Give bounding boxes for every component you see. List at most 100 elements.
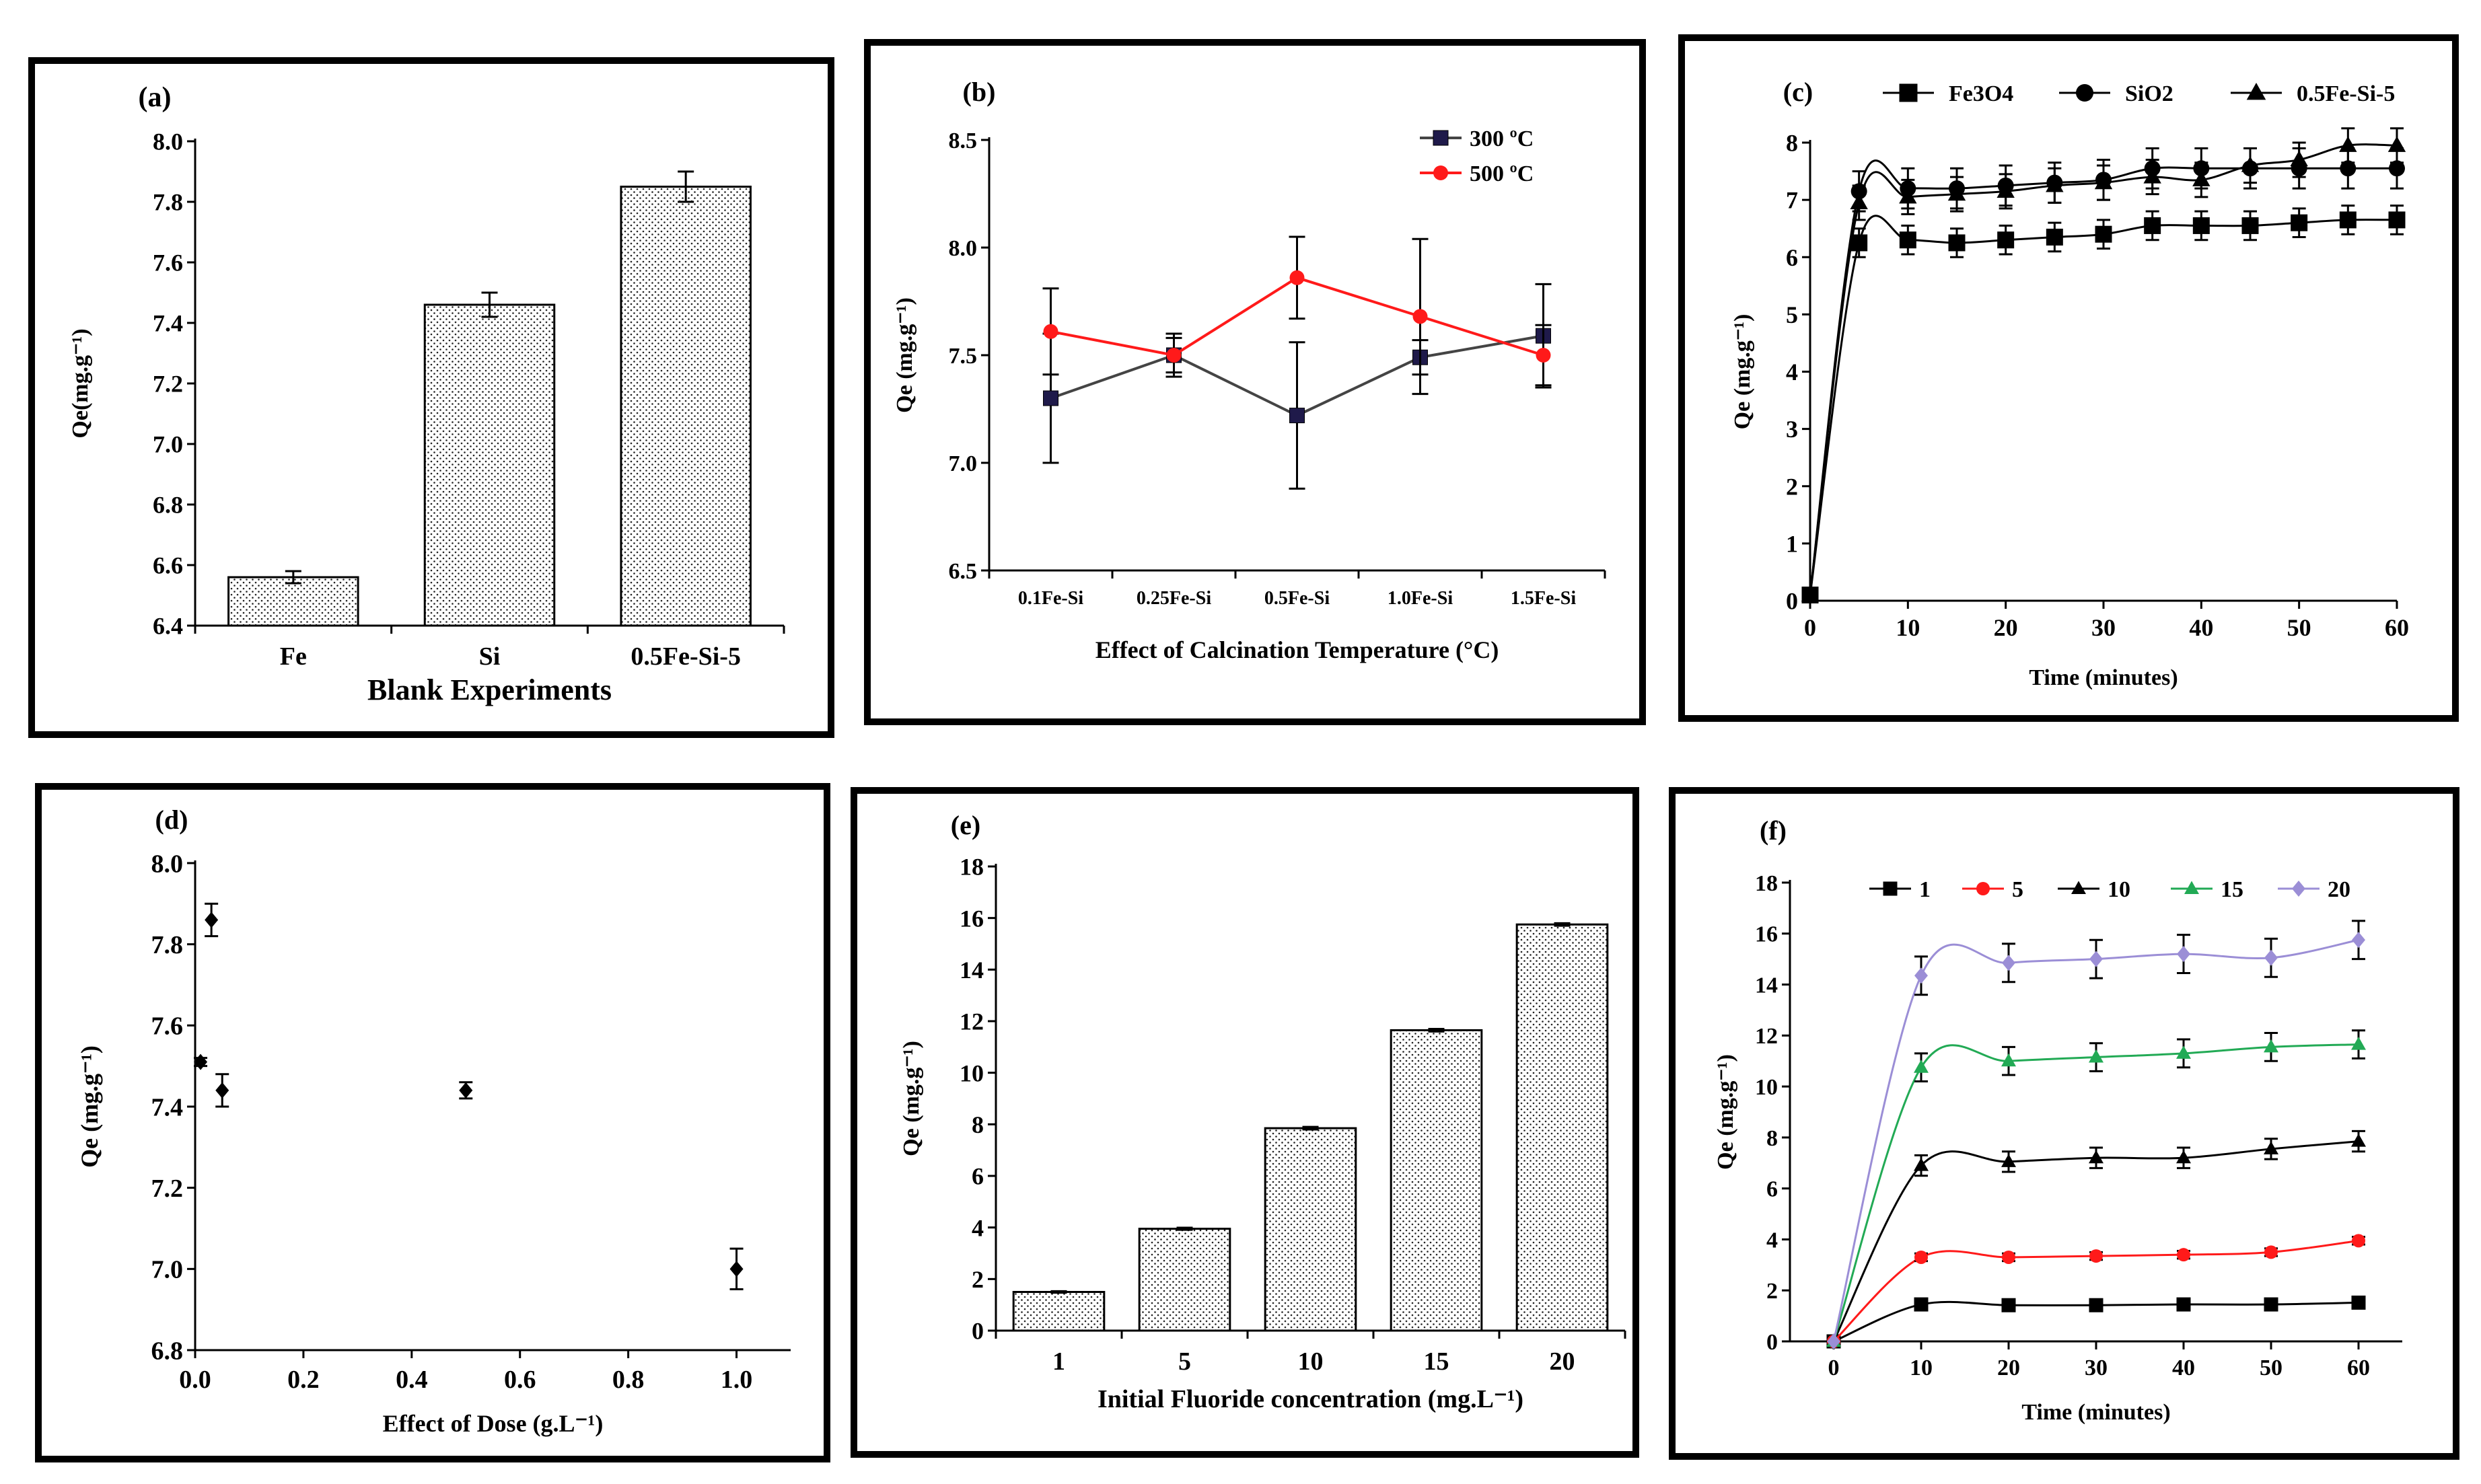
- data-point: [2177, 946, 2190, 963]
- panel-f: [1669, 787, 2459, 1460]
- y-tick-label: 6: [1786, 244, 1798, 271]
- legend-marker: [2184, 881, 2199, 894]
- y-tick-label: 6: [1766, 1177, 1778, 1202]
- y-tick-label: 6.5: [949, 559, 978, 584]
- data-point: [2264, 1141, 2278, 1154]
- error-bar: [1302, 1125, 1319, 1131]
- x-axis-label: Blank Experiments: [367, 673, 612, 706]
- y-tick-label: 4: [972, 1214, 984, 1241]
- y-tick-label: 14: [1755, 973, 1778, 998]
- data-point: [2340, 160, 2357, 177]
- x-axis-label: Time (minutes): [2029, 665, 2178, 690]
- data-point: [1801, 585, 1820, 602]
- y-axis-label: Qe(mg.g⁻¹): [68, 328, 93, 438]
- data-point: [1997, 231, 2015, 249]
- panel-label: (f): [1760, 815, 1787, 846]
- x-axis-label: Effect of Calcination Temperature (°C): [1095, 636, 1499, 663]
- data-point: [2264, 1245, 2278, 1259]
- y-tick-label: 1: [1786, 530, 1798, 557]
- legend-marker: [2076, 84, 2093, 102]
- x-tick-label: 0: [1828, 1356, 1840, 1380]
- data-point: [2264, 1297, 2278, 1312]
- data-point: [2351, 1037, 2366, 1050]
- y-tick-label: 7.2: [151, 1175, 184, 1203]
- x-tick-label: 0.1Fe-Si: [1018, 588, 1083, 609]
- data-point: [1850, 234, 1868, 252]
- x-tick-label: 10: [1896, 614, 1920, 641]
- y-tick-label: 2: [972, 1266, 984, 1293]
- y-axis-label: Qe (mg.g⁻¹): [892, 297, 917, 413]
- bar: [423, 303, 556, 627]
- y-tick-label: 14: [960, 957, 984, 984]
- x-tick-label: Fe: [280, 642, 307, 671]
- bar: [1264, 1127, 1357, 1332]
- data-point: [2264, 949, 2278, 966]
- y-tick-label: 18: [960, 854, 984, 881]
- y-tick-label: 8.5: [949, 128, 978, 153]
- y-tick-label: 0: [1766, 1330, 1778, 1355]
- x-tick-label: 10: [1298, 1347, 1324, 1376]
- error-bar: [1428, 1028, 1445, 1033]
- data-point: [2352, 932, 2365, 949]
- y-tick-label: 2: [1786, 473, 1798, 500]
- panel-label: (c): [1783, 77, 1813, 107]
- data-point: [2351, 1295, 2366, 1310]
- x-tick-label: 30: [2091, 614, 2116, 641]
- legend-label: 0.5Fe-Si-5: [2297, 81, 2395, 106]
- data-point: [2176, 1150, 2191, 1164]
- data-point: [2389, 160, 2405, 177]
- error-bar: [1050, 1290, 1067, 1294]
- data-point: [2094, 173, 2113, 190]
- y-tick-label: 7.8: [151, 931, 184, 959]
- x-tick-label: 1.0Fe-Si: [1388, 588, 1453, 609]
- x-tick-label: 30: [2085, 1356, 2108, 1380]
- x-tick-label: 40: [2189, 614, 2213, 641]
- x-tick-label: 1.0: [721, 1366, 753, 1394]
- legend-marker: [1433, 130, 1449, 146]
- data-point: [1914, 1158, 1929, 1171]
- data-point: [2176, 1297, 2191, 1312]
- y-tick-label: 4: [1786, 359, 1798, 385]
- data-point: [1412, 309, 1428, 324]
- legend-marker: [2071, 881, 2086, 894]
- panel-b: [864, 39, 1646, 725]
- data-point: [1289, 408, 1305, 424]
- x-tick-label: 10: [1910, 1356, 1933, 1380]
- y-tick-label: 4: [1766, 1228, 1778, 1253]
- panel-label: (d): [155, 805, 188, 835]
- y-tick-label: 0: [1786, 588, 1798, 615]
- data-point: [194, 1053, 208, 1070]
- legend-label: 300 ºC: [1470, 126, 1534, 151]
- legend-marker: [1883, 881, 1898, 896]
- y-tick-label: 6: [972, 1163, 984, 1190]
- bar: [1012, 1291, 1106, 1332]
- panel-c: [1678, 34, 2459, 722]
- data-point: [2089, 1249, 2103, 1263]
- x-tick-label: 1: [1052, 1347, 1065, 1376]
- y-tick-label: 8: [1766, 1126, 1778, 1151]
- data-point: [2095, 225, 2112, 243]
- data-point: [2351, 1134, 2366, 1147]
- data-point: [2177, 1248, 2190, 1262]
- data-point: [1899, 231, 1916, 249]
- x-tick-label: 40: [2172, 1356, 2195, 1380]
- y-tick-label: 6.8: [153, 492, 183, 519]
- y-tick-label: 10: [960, 1060, 984, 1086]
- data-point: [2339, 211, 2357, 229]
- data-point: [215, 1082, 229, 1099]
- y-tick-label: 7.0: [151, 1256, 184, 1284]
- legend-label: 15: [2221, 877, 2243, 902]
- data-point: [2001, 1154, 2016, 1167]
- legend-label: SiO2: [2125, 81, 2173, 106]
- data-point: [2176, 1045, 2191, 1059]
- error-bar: [1176, 1226, 1193, 1231]
- error-bar: [678, 170, 694, 203]
- y-tick-label: 0: [972, 1318, 984, 1345]
- data-point: [2143, 168, 2161, 184]
- data-point: [2241, 217, 2259, 234]
